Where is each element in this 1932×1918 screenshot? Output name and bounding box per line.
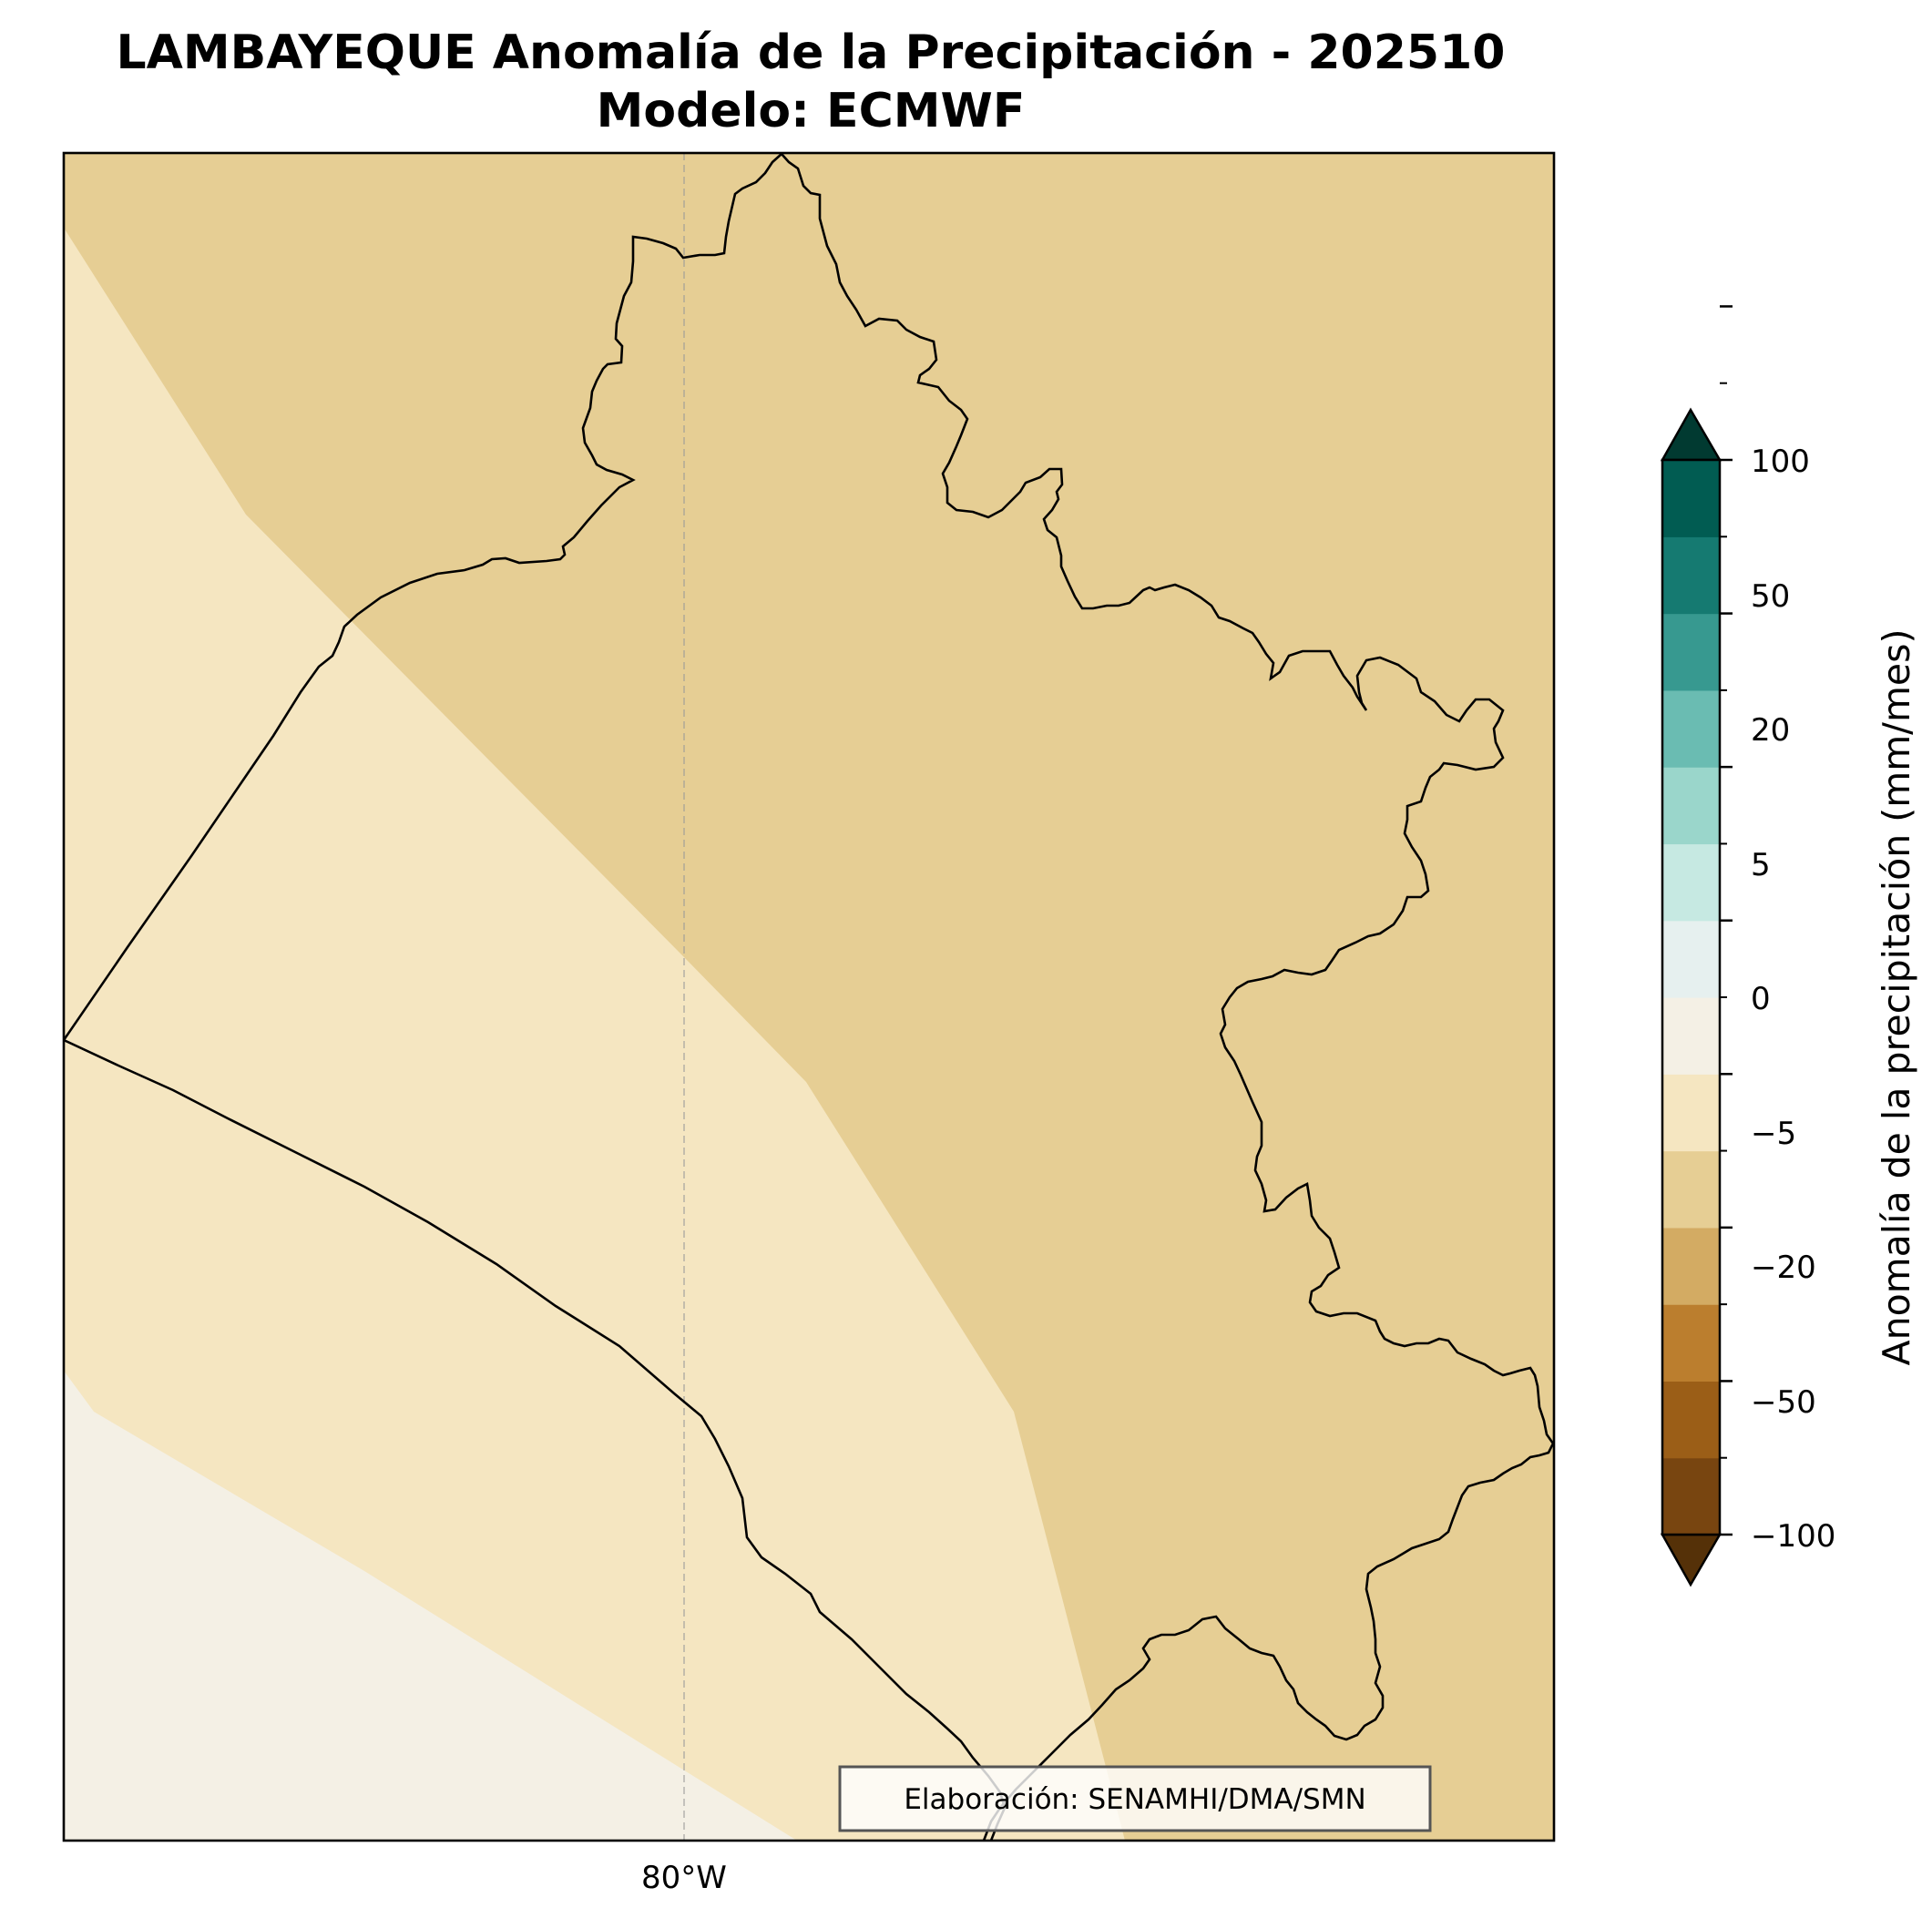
tick-label-minus20: −20 [1751,1250,1816,1286]
colorbar-segment [1662,920,1720,998]
colorbar-extend-low [1660,1533,1722,1587]
colorbar-segment [1662,1381,1720,1459]
credit-text: Elaboración: SENAMHI/DMA/SMN [904,1783,1365,1816]
province-northwest-boundary [64,153,1554,1841]
colorbar-segment [1662,1150,1720,1229]
colorbar-segment [1662,689,1720,768]
tick-label-minus50: −50 [1751,1384,1816,1421]
colorbar-segments [1662,460,1720,1535]
tick-label-5: 5 [1751,847,1771,883]
tick-label-100: 100 [1751,444,1810,480]
colorbar-segment [1662,843,1720,922]
colorbar: 100 50 20 5 0 −5 −20 −50 −100 Anomalía d… [1660,305,1918,1587]
map-title: LAMBAYEQUE Anomalía de la Precipitación … [116,26,1506,80]
longitude-label: 80°W [641,1860,727,1896]
colorbar-segment [1662,997,1720,1075]
colorbar-extend-high [1660,407,1722,462]
map-subtitle: Modelo: ECMWF [596,84,1026,138]
colorbar-segment [1662,1074,1720,1152]
colorbar-segment [1662,1304,1720,1382]
coastline-boundary [64,1038,1007,1841]
colorbar-label: Anomalía de la precipitación (mm/mes) [1875,629,1918,1366]
map-plot-area [64,153,1554,1841]
tick-label-0: 0 [1751,981,1771,1017]
anomaly-zone-minus5-to-minus2 [64,228,1125,1841]
colorbar-segment [1662,767,1720,845]
colorbar-segment [1662,536,1720,615]
tick-label-20: 20 [1751,712,1790,749]
tick-label-50: 50 [1751,578,1790,615]
colorbar-segment [1662,1227,1720,1305]
tick-label-minus5: −5 [1751,1116,1796,1152]
anomaly-zone-minus2-to-0 [64,1371,797,1841]
map-frame [62,151,1556,1842]
colorbar-ticks [1720,305,1733,1536]
tick-label-minus100: −100 [1751,1518,1835,1555]
credit-box: Elaboración: SENAMHI/DMA/SMN [838,1765,1432,1832]
colorbar-segment [1662,460,1720,537]
colorbar-segment [1662,613,1720,691]
colorbar-segment [1662,1457,1720,1535]
